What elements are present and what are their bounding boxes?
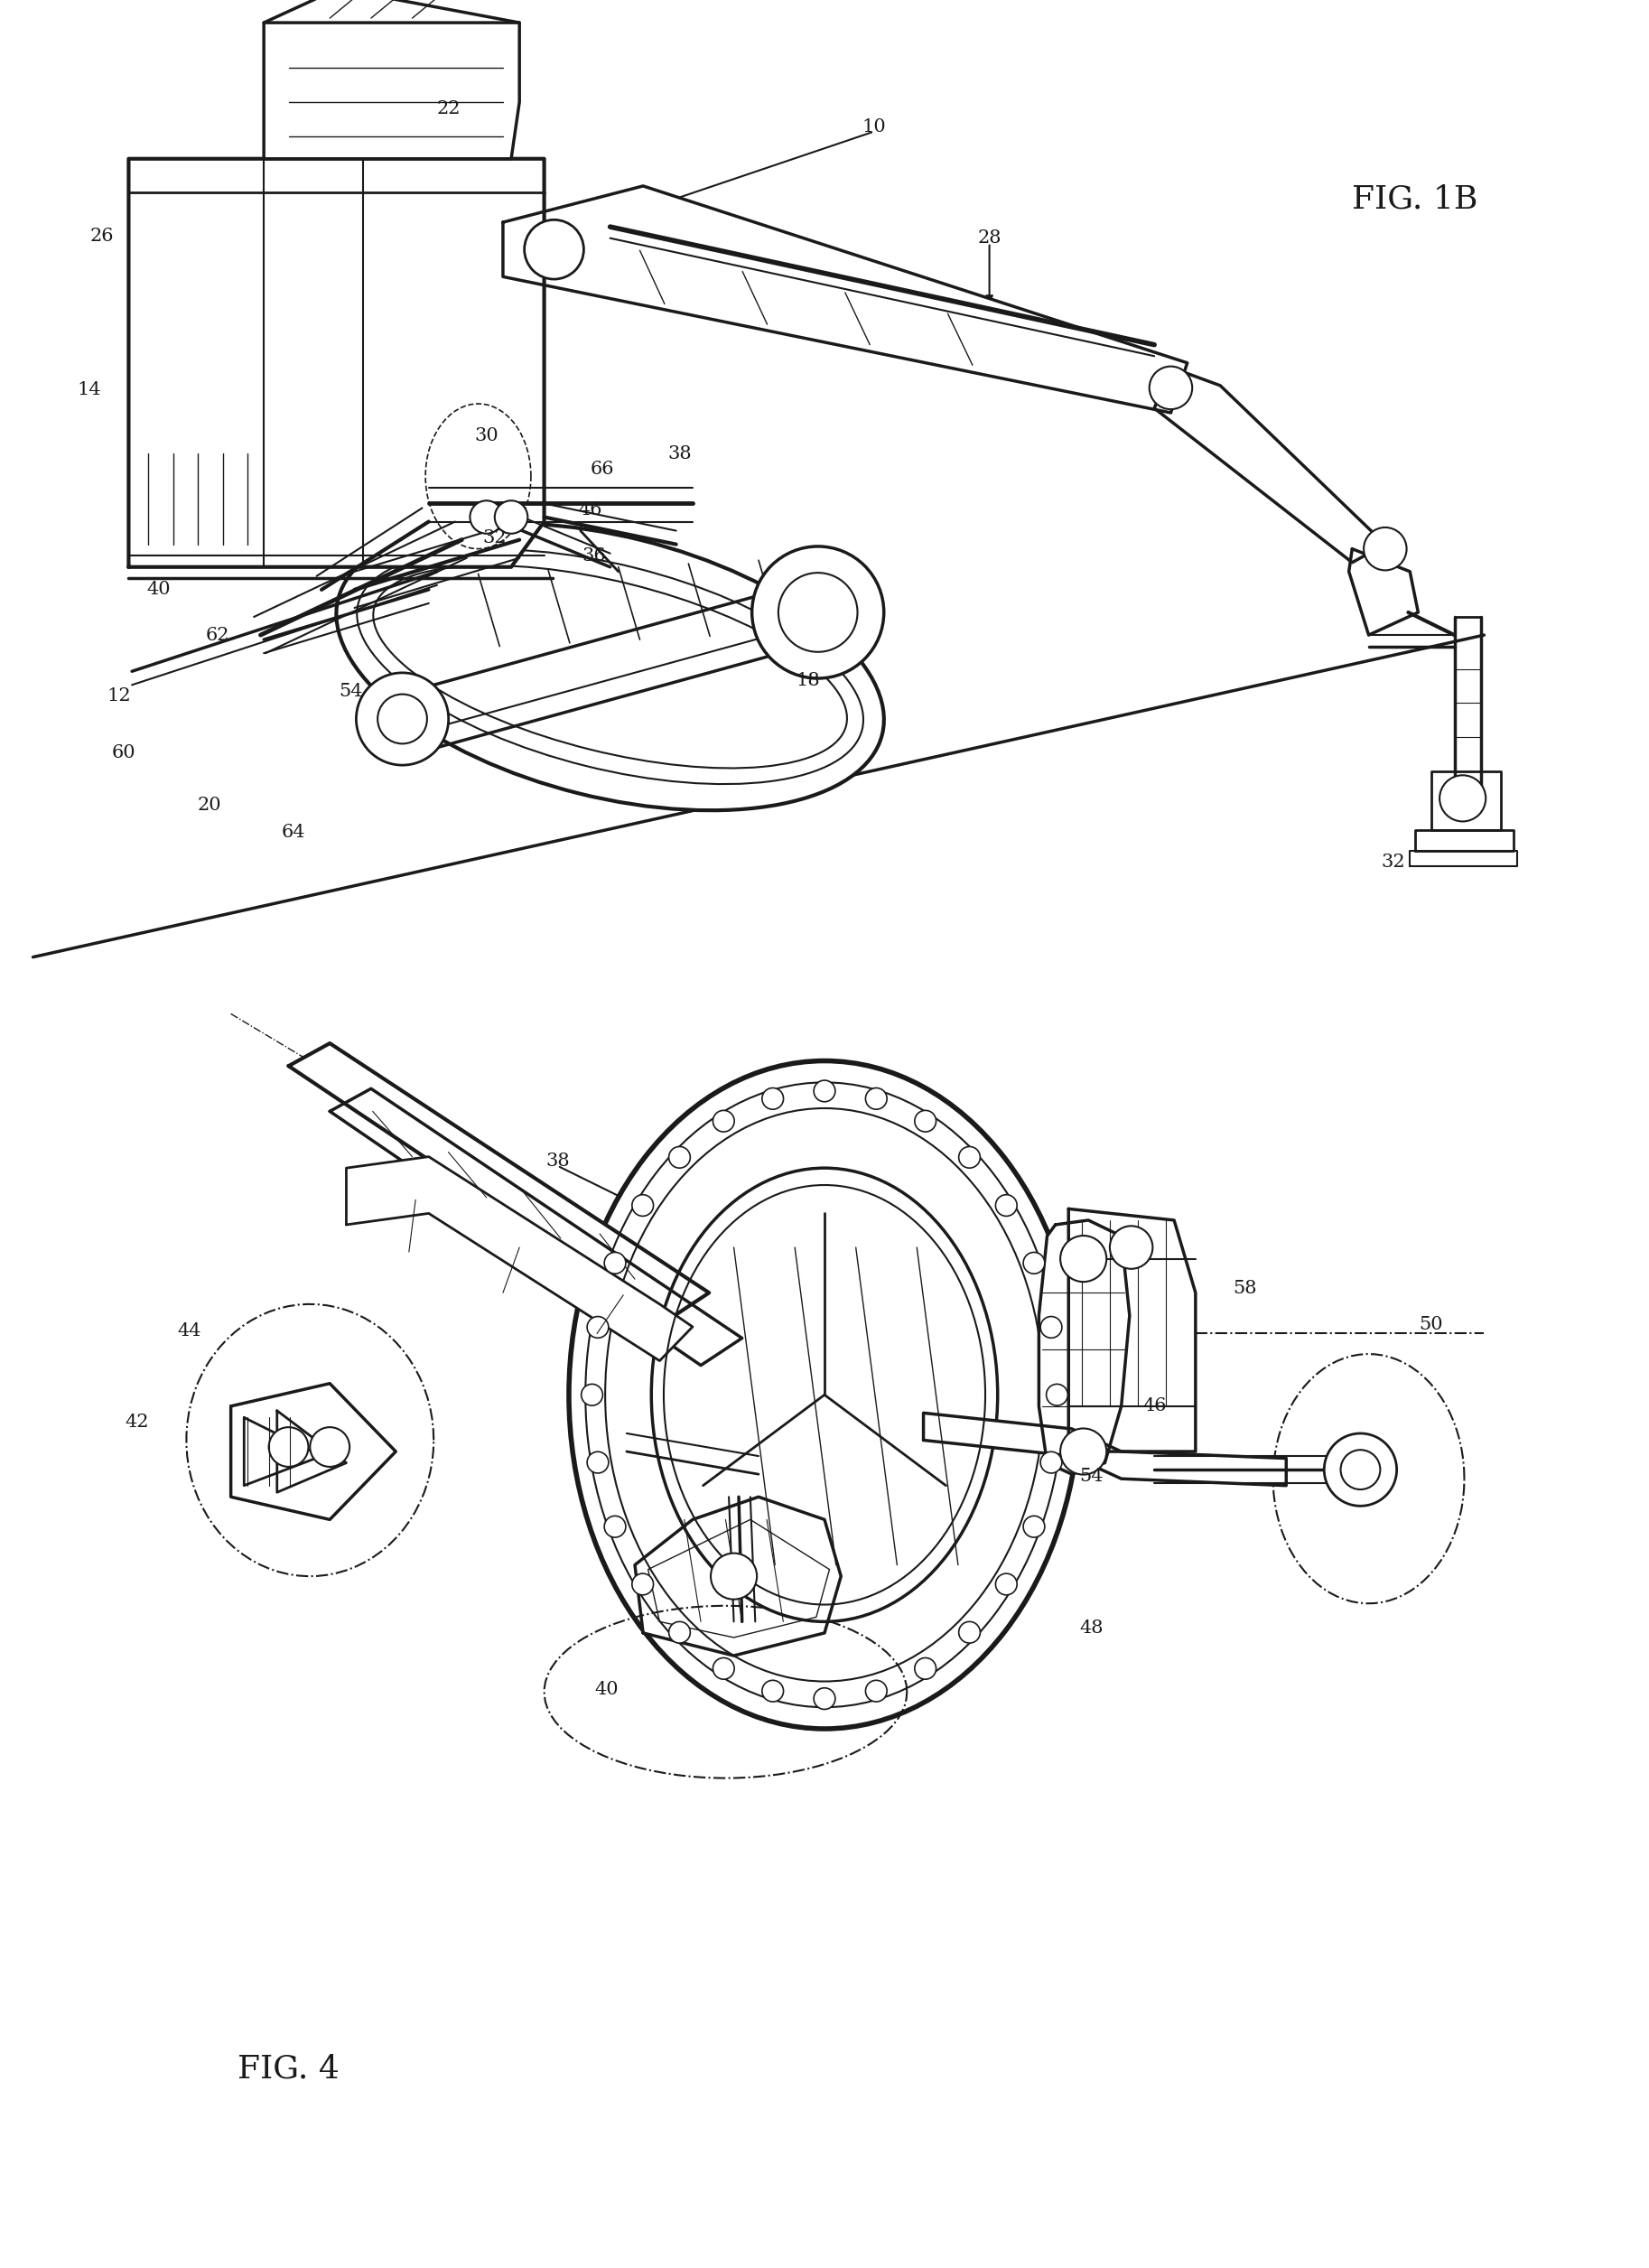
Text: 44: 44	[178, 1322, 201, 1340]
Circle shape	[712, 1658, 734, 1678]
Circle shape	[310, 1427, 350, 1467]
Text: 36: 36	[582, 547, 605, 565]
Polygon shape	[277, 1411, 346, 1492]
Circle shape	[587, 1452, 608, 1474]
Text: 60: 60	[112, 744, 135, 762]
Text: 64: 64	[282, 823, 305, 841]
Circle shape	[587, 1315, 608, 1338]
Circle shape	[996, 1574, 1017, 1594]
Circle shape	[1149, 367, 1192, 408]
Circle shape	[1024, 1252, 1045, 1275]
Text: 42: 42	[125, 1413, 148, 1431]
Circle shape	[1324, 1433, 1397, 1506]
Text: 28: 28	[978, 229, 1001, 247]
Text: 50: 50	[1420, 1315, 1443, 1334]
Circle shape	[604, 1515, 625, 1538]
Text: 48: 48	[1080, 1619, 1103, 1637]
Circle shape	[632, 1195, 653, 1216]
Polygon shape	[923, 1413, 1286, 1486]
Polygon shape	[289, 1043, 709, 1320]
Circle shape	[269, 1427, 308, 1467]
Text: 46: 46	[579, 501, 602, 519]
Text: 58: 58	[1233, 1279, 1257, 1297]
Polygon shape	[1349, 549, 1418, 635]
Polygon shape	[264, 23, 519, 159]
Circle shape	[813, 1687, 834, 1710]
Circle shape	[1440, 776, 1486, 821]
Circle shape	[711, 1554, 757, 1599]
Circle shape	[632, 1574, 653, 1594]
Circle shape	[356, 674, 449, 764]
Circle shape	[1024, 1515, 1045, 1538]
Circle shape	[1110, 1227, 1153, 1268]
Text: 26: 26	[91, 227, 114, 245]
Text: 62: 62	[206, 626, 229, 644]
Circle shape	[762, 1089, 783, 1109]
Text: 54: 54	[1080, 1467, 1103, 1486]
Circle shape	[958, 1148, 980, 1168]
Circle shape	[1045, 1383, 1067, 1406]
Circle shape	[778, 574, 857, 651]
Polygon shape	[346, 1157, 693, 1361]
Circle shape	[915, 1111, 937, 1132]
Circle shape	[580, 1383, 602, 1406]
Circle shape	[866, 1681, 887, 1701]
Circle shape	[866, 1089, 887, 1109]
Polygon shape	[1410, 850, 1517, 866]
Text: 14: 14	[78, 381, 101, 399]
Text: 18: 18	[796, 671, 820, 689]
Circle shape	[378, 694, 427, 744]
Text: 10: 10	[862, 118, 886, 136]
Circle shape	[1060, 1236, 1106, 1281]
Ellipse shape	[651, 1168, 998, 1622]
Text: 20: 20	[198, 796, 221, 814]
Text: 46: 46	[1143, 1397, 1166, 1415]
Polygon shape	[1431, 771, 1501, 830]
Polygon shape	[635, 1497, 841, 1656]
Polygon shape	[1069, 1209, 1196, 1452]
Circle shape	[1041, 1452, 1062, 1474]
Ellipse shape	[336, 524, 884, 810]
Circle shape	[524, 220, 584, 279]
Circle shape	[1364, 528, 1407, 569]
Circle shape	[495, 501, 528, 533]
Text: 66: 66	[590, 460, 613, 479]
Polygon shape	[330, 1089, 742, 1365]
Text: 12: 12	[107, 687, 130, 705]
Text: 32: 32	[483, 528, 506, 547]
Text: 32: 32	[1382, 853, 1405, 871]
Circle shape	[1341, 1449, 1380, 1490]
Circle shape	[996, 1195, 1017, 1216]
Text: 38: 38	[668, 445, 691, 463]
Circle shape	[762, 1681, 783, 1701]
Circle shape	[1060, 1429, 1106, 1474]
Circle shape	[813, 1080, 834, 1102]
Circle shape	[1041, 1315, 1062, 1338]
Polygon shape	[129, 159, 544, 567]
Circle shape	[669, 1622, 691, 1642]
Circle shape	[712, 1111, 734, 1132]
Polygon shape	[264, 0, 519, 23]
Text: 22: 22	[437, 100, 460, 118]
Polygon shape	[244, 1418, 322, 1486]
Circle shape	[669, 1148, 691, 1168]
Text: 40: 40	[595, 1681, 618, 1699]
Text: 54: 54	[340, 683, 363, 701]
Polygon shape	[503, 186, 1187, 413]
Polygon shape	[1039, 1220, 1130, 1474]
Circle shape	[470, 501, 503, 533]
Text: FIG. 1B: FIG. 1B	[1352, 184, 1478, 215]
Circle shape	[915, 1658, 937, 1678]
Ellipse shape	[569, 1061, 1080, 1728]
Text: 30: 30	[475, 426, 498, 445]
Text: 40: 40	[147, 581, 170, 599]
Polygon shape	[231, 1383, 396, 1520]
Circle shape	[752, 547, 884, 678]
Text: 38: 38	[546, 1152, 569, 1170]
Text: FIG. 4: FIG. 4	[237, 2053, 340, 2084]
Polygon shape	[1415, 830, 1514, 850]
Circle shape	[604, 1252, 625, 1275]
Polygon shape	[1154, 367, 1385, 562]
Circle shape	[958, 1622, 980, 1642]
